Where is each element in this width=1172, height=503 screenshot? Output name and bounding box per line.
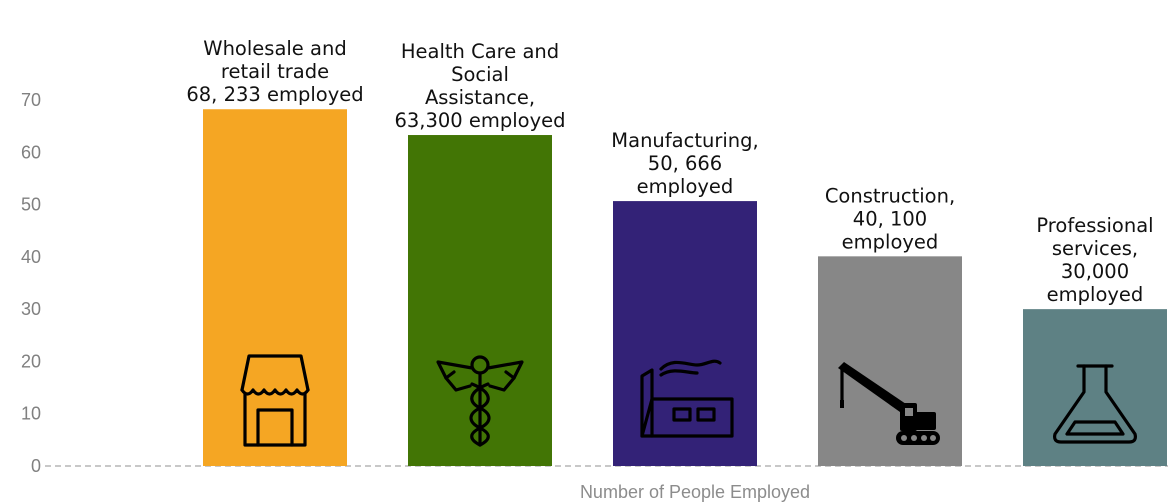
bar-label-line: services,	[1052, 237, 1138, 260]
flask-icon	[1053, 364, 1137, 444]
bar	[1023, 309, 1167, 466]
bar-label-line: retail trade	[221, 60, 329, 83]
y-tick-label: 10	[21, 404, 41, 424]
caduceus-icon	[436, 355, 524, 447]
x-axis-label: Number of People Employed	[580, 482, 810, 502]
bar-label-line: 30,000	[1061, 260, 1129, 283]
crane-icon	[838, 362, 940, 445]
bar-label-line: Social	[451, 63, 509, 86]
bar-label: Health Care and Social Assistance, 63,300 e…	[394, 40, 565, 132]
bar-label-line: 50, 666	[648, 152, 722, 175]
y-tick-label: 40	[21, 247, 41, 267]
y-axis: 0 10 20 30 40 50 60 70	[21, 90, 41, 476]
y-tick-label: 20	[21, 351, 41, 371]
bar-label-line: Professional	[1036, 214, 1153, 237]
bar	[613, 201, 757, 466]
bar-label: Construction, 40, 100 employed	[825, 184, 955, 253]
bar-label-line: Construction,	[825, 184, 955, 207]
bar-label-line: Assistance,	[425, 86, 535, 109]
bar	[203, 109, 347, 466]
bar-label-line: Wholesale and	[203, 37, 346, 60]
bar-labels: Wholesale and retail trade 68, 233 employe…	[186, 37, 1153, 306]
bar-label: Professional services, 30,000 employed	[1036, 214, 1153, 306]
bar-label-line: 40, 100	[853, 207, 927, 230]
bar-label: Manufacturing, 50, 666 employed	[611, 129, 758, 198]
bar-label-line: employed	[1047, 283, 1144, 306]
bar-label-line: employed	[637, 175, 734, 198]
bar-label-line: employed	[842, 230, 939, 253]
shop-icon	[240, 354, 310, 447]
bar-label-line: Manufacturing,	[611, 129, 758, 152]
bar	[818, 256, 962, 466]
y-tick-label: 70	[21, 90, 41, 110]
factory-icon	[640, 359, 734, 438]
y-tick-label: 0	[31, 456, 41, 476]
bar-label-line: 68, 233 employed	[186, 83, 363, 106]
bar-icons	[240, 354, 1137, 447]
y-tick-label: 60	[21, 142, 41, 162]
y-tick-label: 30	[21, 299, 41, 319]
bar-label: Wholesale and retail trade 68, 233 employe…	[186, 37, 363, 106]
y-tick-label: 50	[21, 195, 41, 215]
bar-label-line: Health Care and	[401, 40, 559, 63]
bar-label-line: 63,300 employed	[394, 109, 565, 132]
